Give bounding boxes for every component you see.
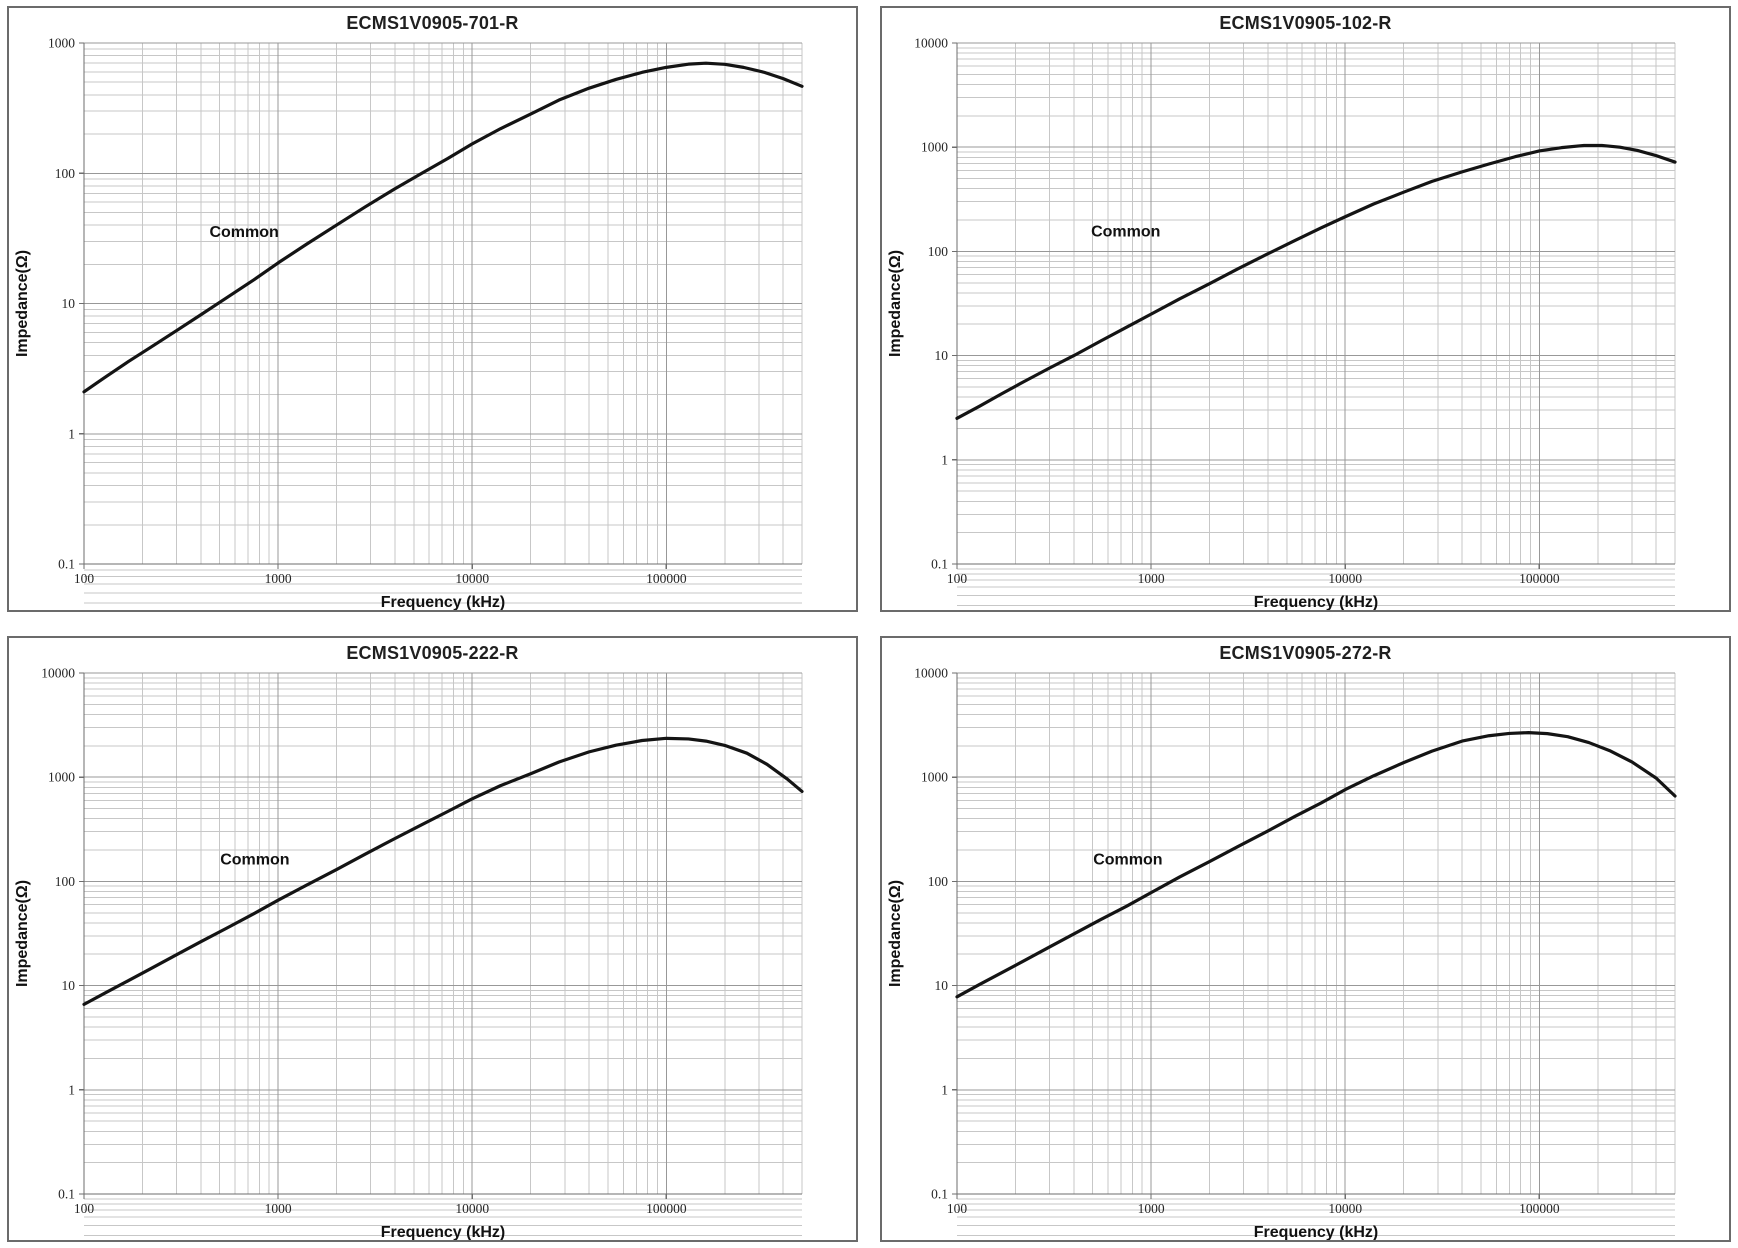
x-tick-label: 100 [74,1201,95,1216]
x-tick-label: 10000 [1328,571,1362,586]
x-tick-label: 10000 [455,571,489,586]
y-tick-label: 100 [928,874,949,889]
chart-title: ECMS1V0905-102-R [1219,13,1392,33]
y-tick-label: 10 [935,978,949,993]
y-tick-label: 10 [62,978,76,993]
x-tick-label: 1000 [1138,1201,1165,1216]
y-axis-title: Impedance(Ω) [14,880,31,987]
x-axis-title: Frequency (kHz) [381,594,505,611]
y-tick-label: 100 [55,166,76,181]
y-tick-label: 1000 [48,37,75,51]
y-axis-title: Impedance(Ω) [887,880,904,987]
y-tick-label: 10000 [914,667,948,681]
x-tick-label: 100000 [1519,1201,1560,1216]
chart-title: ECMS1V0905-701-R [346,13,519,33]
x-tick-label: 100 [947,1201,968,1216]
y-tick-label: 1000 [48,770,75,785]
x-tick-label: 100000 [646,571,687,586]
x-tick-label: 100000 [646,1201,687,1216]
x-tick-label: 100 [74,571,95,586]
y-tick-label: 0.1 [931,557,948,572]
chart-title: ECMS1V0905-272-R [1219,643,1392,663]
x-axis-title: Frequency (kHz) [1254,594,1378,611]
x-tick-label: 100000 [1519,571,1560,586]
x-tick-label: 10000 [455,1201,489,1216]
series-label-common: Common [1093,852,1162,869]
x-tick-label: 1000 [265,571,292,586]
series-label-common: Common [1091,223,1160,240]
y-tick-label: 1 [68,426,75,441]
y-tick-label: 0.1 [931,1187,948,1202]
y-tick-label: 1000 [921,140,948,155]
y-tick-label: 1 [941,1082,948,1097]
series-label-common: Common [220,852,289,869]
y-tick-label: 100 [55,874,76,889]
x-tick-label: 1000 [1138,571,1165,586]
chart-panel-701: ECMS1V0905-701-R 1000 100 10 1 0.1 100 1000 100… [7,6,858,612]
impedance-curve [82,736,804,1006]
x-tick-label: 100 [947,571,968,586]
chart-panel-272: ECMS1V0905-272-R 10000 1000 100 10 1 0.1 100 10… [880,636,1731,1242]
y-tick-label: 10000 [914,37,948,51]
y-tick-label: 1 [941,452,948,467]
y-tick-label: 10 [62,296,76,311]
y-axis-title: Impedance(Ω) [14,250,31,357]
chart-title: ECMS1V0905-222-R [346,643,519,663]
y-tick-label: 0.1 [58,1187,75,1202]
chart-panel-102: ECMS1V0905-102-R 10000 1000 100 10 1 0.1 100 10… [880,6,1731,612]
y-tick-label: 100 [928,244,949,259]
x-tick-label: 1000 [265,1201,292,1216]
y-tick-label: 10 [935,348,949,363]
series-label-common: Common [209,224,278,241]
y-axis-title: Impedance(Ω) [887,250,904,357]
chart-panel-222: ECMS1V0905-222-R 10000 1000 100 10 1 0.1 100 10… [7,636,858,1242]
x-axis-title: Frequency (kHz) [1254,1224,1378,1241]
impedance-curve [955,730,1677,999]
y-tick-label: 1000 [921,770,948,785]
impedance-curve [82,61,804,394]
impedance-curve [955,143,1677,420]
y-tick-label: 1 [68,1082,75,1097]
x-axis-title: Frequency (kHz) [381,1224,505,1241]
y-tick-label: 0.1 [58,557,75,572]
x-tick-label: 10000 [1328,1201,1362,1216]
y-tick-label: 10000 [41,667,75,681]
